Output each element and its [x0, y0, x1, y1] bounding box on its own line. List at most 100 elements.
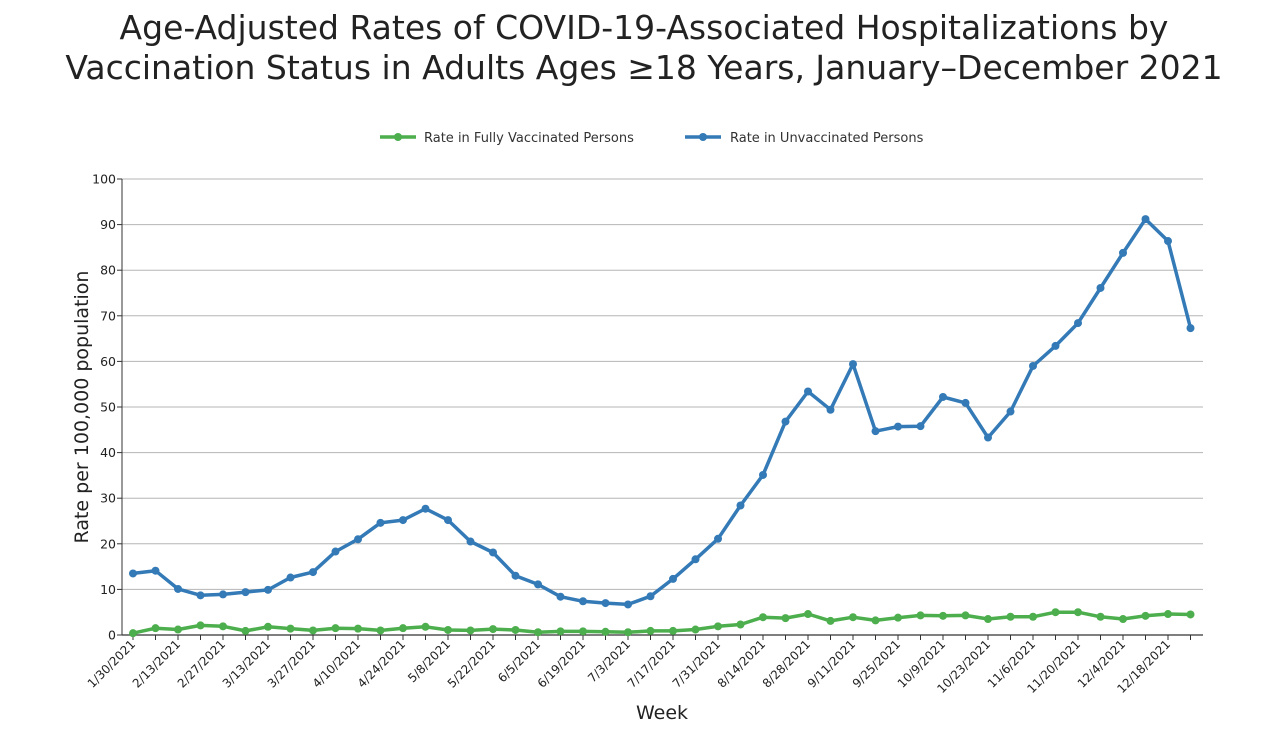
x-tick-label: 1/30/2021	[85, 637, 138, 690]
data-point-fully-vaccinated[interactable]	[1119, 615, 1127, 624]
data-point-fully-vaccinated[interactable]	[894, 613, 902, 622]
data-point-fully-vaccinated[interactable]	[714, 622, 722, 631]
data-point-unvaccinated[interactable]	[601, 599, 610, 608]
data-point-unvaccinated[interactable]	[489, 548, 497, 557]
data-point-fully-vaccinated[interactable]	[916, 611, 925, 620]
data-point-unvaccinated[interactable]	[961, 398, 970, 407]
data-point-unvaccinated[interactable]	[1186, 324, 1195, 333]
data-point-fully-vaccinated[interactable]	[489, 625, 497, 634]
data-point-fully-vaccinated[interactable]	[241, 626, 250, 635]
data-point-unvaccinated[interactable]	[759, 470, 767, 479]
data-point-unvaccinated[interactable]	[1119, 248, 1127, 257]
data-point-fully-vaccinated[interactable]	[939, 611, 947, 620]
data-point-unvaccinated[interactable]	[444, 516, 452, 525]
data-point-fully-vaccinated[interactable]	[1006, 612, 1015, 621]
data-point-unvaccinated[interactable]	[466, 537, 475, 546]
data-point-fully-vaccinated[interactable]	[196, 621, 205, 630]
data-point-fully-vaccinated[interactable]	[534, 628, 542, 637]
data-point-fully-vaccinated[interactable]	[376, 626, 385, 635]
data-point-unvaccinated[interactable]	[511, 571, 520, 580]
data-point-unvaccinated[interactable]	[1006, 407, 1015, 416]
data-point-fully-vaccinated[interactable]	[466, 626, 475, 635]
data-point-fully-vaccinated[interactable]	[331, 624, 340, 633]
data-point-fully-vaccinated[interactable]	[601, 627, 610, 636]
data-point-fully-vaccinated[interactable]	[781, 614, 790, 623]
data-point-unvaccinated[interactable]	[826, 405, 835, 414]
data-point-unvaccinated[interactable]	[309, 568, 317, 577]
data-point-fully-vaccinated[interactable]	[1186, 610, 1195, 619]
data-point-fully-vaccinated[interactable]	[511, 625, 520, 634]
data-point-unvaccinated[interactable]	[894, 422, 902, 431]
data-point-fully-vaccinated[interactable]	[871, 616, 880, 625]
data-point-fully-vaccinated[interactable]	[691, 625, 700, 634]
data-point-unvaccinated[interactable]	[1141, 215, 1150, 224]
data-point-unvaccinated[interactable]	[1029, 361, 1037, 370]
data-point-unvaccinated[interactable]	[939, 392, 947, 401]
data-point-fully-vaccinated[interactable]	[556, 627, 565, 636]
data-point-fully-vaccinated[interactable]	[354, 624, 362, 633]
data-point-fully-vaccinated[interactable]	[849, 613, 857, 622]
data-point-fully-vaccinated[interactable]	[1074, 608, 1082, 617]
data-point-unvaccinated[interactable]	[376, 518, 385, 527]
data-point-unvaccinated[interactable]	[871, 427, 880, 436]
data-point-unvaccinated[interactable]	[196, 591, 205, 600]
data-point-unvaccinated[interactable]	[736, 501, 745, 510]
data-point-unvaccinated[interactable]	[916, 422, 925, 431]
data-point-fully-vaccinated[interactable]	[421, 622, 430, 631]
data-point-fully-vaccinated[interactable]	[1051, 608, 1060, 617]
data-point-fully-vaccinated[interactable]	[736, 620, 745, 629]
data-point-fully-vaccinated[interactable]	[1164, 610, 1172, 619]
data-point-fully-vaccinated[interactable]	[984, 615, 992, 624]
data-point-unvaccinated[interactable]	[241, 588, 250, 597]
data-point-unvaccinated[interactable]	[421, 504, 430, 513]
data-point-unvaccinated[interactable]	[1074, 319, 1082, 328]
data-point-fully-vaccinated[interactable]	[1096, 612, 1105, 621]
data-point-unvaccinated[interactable]	[219, 590, 227, 599]
data-point-fully-vaccinated[interactable]	[826, 616, 835, 625]
data-point-unvaccinated[interactable]	[984, 433, 992, 442]
data-point-unvaccinated[interactable]	[849, 360, 857, 369]
data-point-unvaccinated[interactable]	[624, 600, 632, 609]
data-point-fully-vaccinated[interactable]	[961, 611, 970, 620]
data-point-unvaccinated[interactable]	[1051, 341, 1060, 350]
data-point-fully-vaccinated[interactable]	[286, 624, 295, 633]
data-point-fully-vaccinated[interactable]	[624, 628, 632, 637]
data-point-fully-vaccinated[interactable]	[804, 610, 812, 619]
data-point-unvaccinated[interactable]	[534, 580, 542, 589]
data-point-fully-vaccinated[interactable]	[669, 626, 677, 635]
data-point-unvaccinated[interactable]	[669, 574, 677, 583]
data-point-unvaccinated[interactable]	[646, 592, 655, 601]
data-point-unvaccinated[interactable]	[331, 547, 340, 556]
data-point-unvaccinated[interactable]	[781, 417, 790, 426]
data-point-unvaccinated[interactable]	[804, 387, 812, 396]
data-point-unvaccinated[interactable]	[151, 566, 160, 575]
data-point-unvaccinated[interactable]	[1164, 237, 1172, 246]
data-point-unvaccinated[interactable]	[691, 555, 700, 564]
data-point-fully-vaccinated[interactable]	[1029, 612, 1037, 621]
data-point-fully-vaccinated[interactable]	[1141, 611, 1150, 620]
data-point-unvaccinated[interactable]	[556, 592, 565, 601]
data-point-fully-vaccinated[interactable]	[129, 629, 137, 638]
data-point-unvaccinated[interactable]	[399, 516, 407, 525]
data-point-fully-vaccinated[interactable]	[219, 622, 227, 631]
data-point-fully-vaccinated[interactable]	[579, 627, 587, 636]
data-point-unvaccinated[interactable]	[579, 597, 587, 606]
data-point-unvaccinated[interactable]	[1096, 283, 1105, 292]
legend-label-fully-vaccinated[interactable]: Rate in Fully Vaccinated Persons	[424, 131, 634, 146]
legend-label-unvaccinated[interactable]: Rate in Unvaccinated Persons	[730, 131, 924, 146]
data-point-unvaccinated[interactable]	[264, 585, 272, 594]
data-point-unvaccinated[interactable]	[714, 534, 722, 543]
data-point-fully-vaccinated[interactable]	[399, 624, 407, 633]
data-point-unvaccinated[interactable]	[286, 573, 295, 582]
y-tick-label-90: 90	[100, 217, 116, 232]
data-point-fully-vaccinated[interactable]	[646, 626, 655, 635]
data-point-fully-vaccinated[interactable]	[174, 625, 182, 634]
data-point-unvaccinated[interactable]	[354, 535, 362, 544]
data-point-unvaccinated[interactable]	[174, 584, 182, 593]
data-point-fully-vaccinated[interactable]	[151, 624, 160, 633]
data-point-fully-vaccinated[interactable]	[444, 625, 452, 634]
data-point-fully-vaccinated[interactable]	[309, 626, 317, 635]
data-point-fully-vaccinated[interactable]	[759, 613, 767, 622]
data-point-fully-vaccinated[interactable]	[264, 622, 272, 631]
data-point-unvaccinated[interactable]	[129, 569, 137, 578]
